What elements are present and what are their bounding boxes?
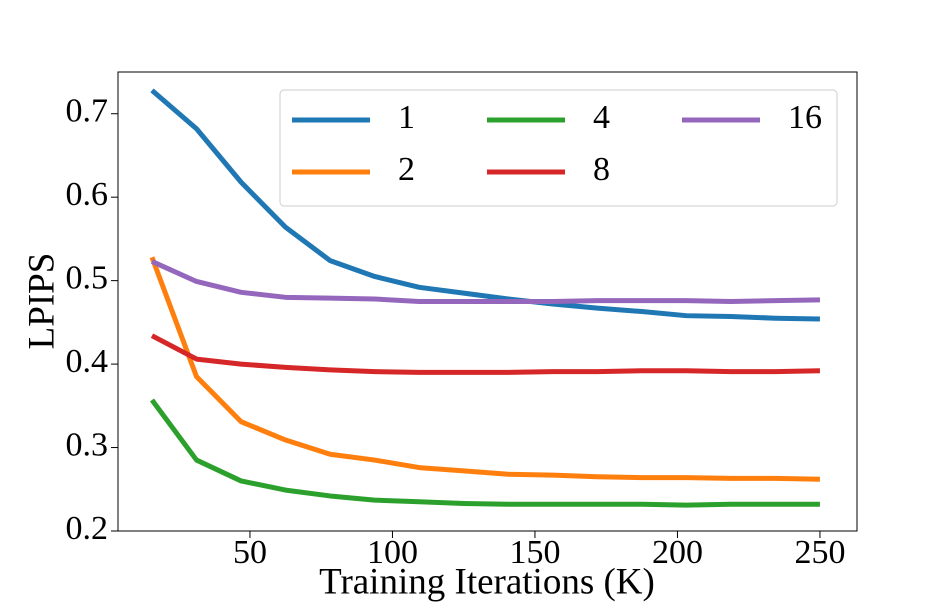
y-tick-label: 0.6 xyxy=(66,176,109,213)
legend-label: 16 xyxy=(788,99,822,136)
legend-box xyxy=(279,89,838,207)
legend-label: 2 xyxy=(398,151,415,188)
x-tick-label: 200 xyxy=(652,534,703,571)
x-tick-label: 100 xyxy=(367,534,418,571)
x-tick-label: 150 xyxy=(509,534,560,571)
series-line xyxy=(150,259,820,304)
y-tick-label: 0.3 xyxy=(66,426,109,463)
y-tick-label: 0.5 xyxy=(66,259,109,296)
x-tick-label: 250 xyxy=(794,534,845,571)
x-tick-label: 50 xyxy=(233,534,267,571)
y-tick-label: 0.7 xyxy=(66,93,109,130)
x-axis-label: Training Iterations (K) xyxy=(319,561,655,602)
plot-frame xyxy=(117,71,858,532)
legend-label: 4 xyxy=(593,99,610,136)
y-tick-label: 0.4 xyxy=(66,343,109,380)
series-line xyxy=(150,88,820,322)
y-tick-label: 0.2 xyxy=(66,510,109,547)
legend-label: 1 xyxy=(398,99,415,136)
series-line xyxy=(149,398,820,508)
series-line xyxy=(150,333,820,375)
legend-label: 8 xyxy=(593,151,610,188)
y-axis-label: LPIPS xyxy=(21,253,62,350)
series-line xyxy=(149,256,820,482)
legend: 1 2 4 8 16 xyxy=(279,89,838,207)
